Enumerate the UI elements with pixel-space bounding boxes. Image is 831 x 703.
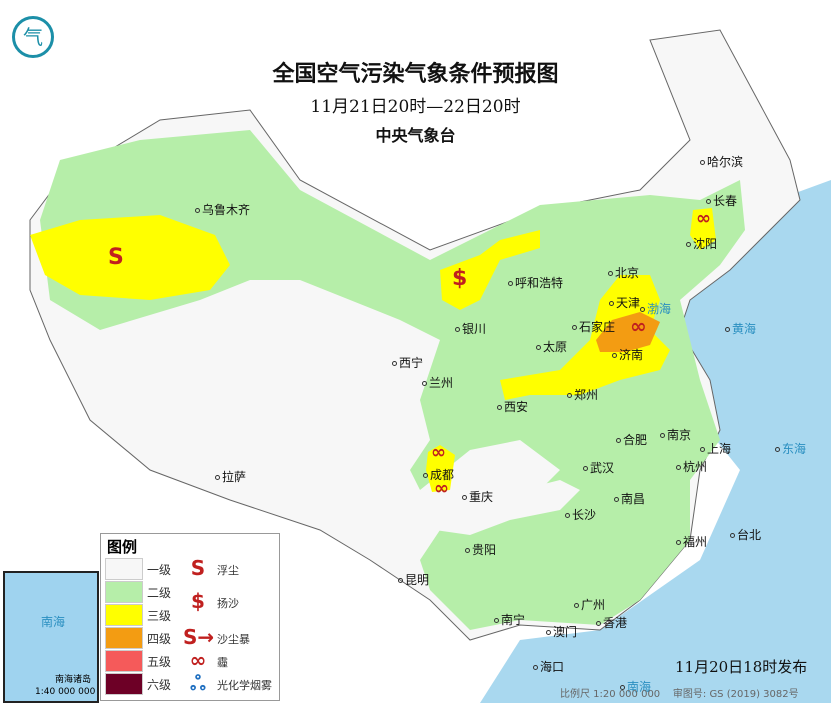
legend-row: 二级 $ 扬沙 bbox=[105, 581, 275, 613]
city-label: 台北 bbox=[730, 526, 761, 543]
sea-label: 南海 bbox=[620, 678, 651, 695]
symbol-label: 霾 bbox=[217, 656, 228, 669]
sea-label: 黄海 bbox=[725, 320, 756, 337]
city-label: 乌鲁木齐 bbox=[195, 201, 250, 218]
city-label: 太原 bbox=[536, 338, 567, 355]
floating-dust-icon: S bbox=[108, 245, 124, 270]
level5-swatch bbox=[105, 650, 143, 672]
blowing-sand-icon: $ bbox=[191, 589, 205, 613]
city-label: 沈阳 bbox=[686, 235, 717, 252]
city-label: 广州 bbox=[574, 596, 605, 613]
city-label: 海口 bbox=[533, 658, 564, 675]
scale-text: 比例尺 1:20 000 000 bbox=[560, 689, 661, 700]
legend-row: 四级 S→ 沙尘暴 bbox=[105, 625, 275, 649]
city-label: 重庆 bbox=[462, 488, 493, 505]
floating-dust-icon: S bbox=[190, 556, 206, 580]
level4-swatch bbox=[105, 627, 143, 649]
city-label: 济南 bbox=[612, 346, 643, 363]
symbol-label: 光化学烟雾 bbox=[217, 679, 272, 692]
sea-label: 东海 bbox=[775, 440, 806, 457]
xinjiang-level3-region bbox=[30, 215, 230, 300]
legend-row: 五级 ∞ 霾 bbox=[105, 648, 275, 672]
city-label: 西安 bbox=[497, 398, 528, 415]
city-label: 石家庄 bbox=[572, 318, 615, 335]
city-label: 长春 bbox=[706, 192, 737, 209]
city-label: 天津 bbox=[609, 294, 640, 311]
legend-row: 一级 S 浮尘 bbox=[105, 556, 275, 580]
level-label: 二级 bbox=[147, 586, 172, 600]
level-label: 五级 bbox=[147, 655, 172, 669]
city-label: 香港 bbox=[596, 614, 627, 631]
south-china-sea-inset: 南海 南海诸岛 1:40 000 000 bbox=[3, 571, 99, 703]
level-label: 三级 bbox=[147, 609, 172, 623]
issuer: 中央气象台 bbox=[375, 126, 456, 145]
map-title: 全国空气污染气象条件预报图 bbox=[272, 62, 559, 87]
forecast-period: 11月21日20时—22日20时 bbox=[310, 97, 521, 117]
city-label: 银川 bbox=[455, 320, 486, 337]
city-label: 郑州 bbox=[567, 386, 598, 403]
legend-title: 图例 bbox=[107, 538, 138, 556]
city-label: 南宁 bbox=[494, 611, 525, 628]
map-scale: 比例尺 1:20 000 000 审图号: GS (2019) 3082号 bbox=[560, 685, 799, 700]
sea-label: 渤海 bbox=[640, 300, 671, 317]
city-label: 合肥 bbox=[616, 431, 647, 448]
city-label: 成都 bbox=[423, 466, 454, 483]
city-label: 哈尔滨 bbox=[700, 153, 743, 170]
city-label: 西宁 bbox=[392, 354, 423, 371]
haze-icon: ∞ bbox=[696, 208, 711, 229]
level6-swatch bbox=[105, 673, 143, 695]
level2-swatch bbox=[105, 581, 143, 603]
city-label: 杭州 bbox=[676, 458, 707, 475]
city-label: 呼和浩特 bbox=[508, 274, 563, 291]
haze-icon: ∞ bbox=[431, 442, 446, 463]
city-label: 长沙 bbox=[565, 506, 596, 523]
sea bbox=[480, 180, 831, 703]
level3-swatch bbox=[105, 604, 143, 626]
city-label: 武汉 bbox=[583, 459, 614, 476]
inset-scale: 1:40 000 000 bbox=[35, 687, 96, 697]
sandstorm-icon: S→ bbox=[183, 625, 215, 649]
inset-sea-label: 南海 bbox=[41, 615, 66, 629]
blowing-sand-icon: $ bbox=[452, 266, 468, 291]
city-label: 北京 bbox=[608, 264, 639, 281]
city-label: 南昌 bbox=[614, 490, 645, 507]
city-label: 兰州 bbox=[422, 374, 453, 391]
level-label: 一级 bbox=[147, 563, 172, 577]
symbol-label: 浮尘 bbox=[217, 564, 239, 577]
symbol-label: 沙尘暴 bbox=[217, 633, 250, 646]
city-label: 昆明 bbox=[398, 571, 429, 588]
city-label: 南京 bbox=[660, 426, 691, 443]
legend-row: 三级 bbox=[105, 604, 275, 626]
ningxia-level3-region bbox=[440, 230, 540, 310]
photochemical-smog-icon: ஃ bbox=[190, 671, 206, 695]
china-level1-southwest bbox=[430, 480, 580, 535]
city-label: 贵阳 bbox=[465, 541, 496, 558]
inset-islands-label: 南海诸岛 bbox=[55, 675, 92, 685]
approval-number: 审图号: GS (2019) 3082号 bbox=[672, 689, 799, 700]
city-label: 福州 bbox=[676, 533, 707, 550]
haze-icon: ∞ bbox=[434, 478, 449, 499]
level-label: 四级 bbox=[147, 632, 172, 646]
symbol-label: 扬沙 bbox=[217, 597, 239, 610]
level1-swatch bbox=[105, 558, 143, 580]
legend-row: 六级 ஃ 光化学烟雾 bbox=[105, 671, 275, 695]
haze-icon: ∞ bbox=[189, 648, 207, 672]
city-label: 上海 bbox=[700, 440, 731, 457]
level-label: 六级 bbox=[147, 678, 172, 692]
city-label: 澳门 bbox=[546, 623, 577, 640]
cma-logo: 气 bbox=[12, 16, 54, 58]
legend: 图例 一级 S 浮尘 二级 $ 扬沙 三级 四级 S→ 沙尘暴 五级 ∞ 霾 六… bbox=[100, 533, 280, 701]
city-label: 拉萨 bbox=[215, 468, 246, 485]
issue-time: 11月20日18时发布 bbox=[675, 658, 808, 676]
haze-icon: ∞ bbox=[630, 314, 647, 338]
